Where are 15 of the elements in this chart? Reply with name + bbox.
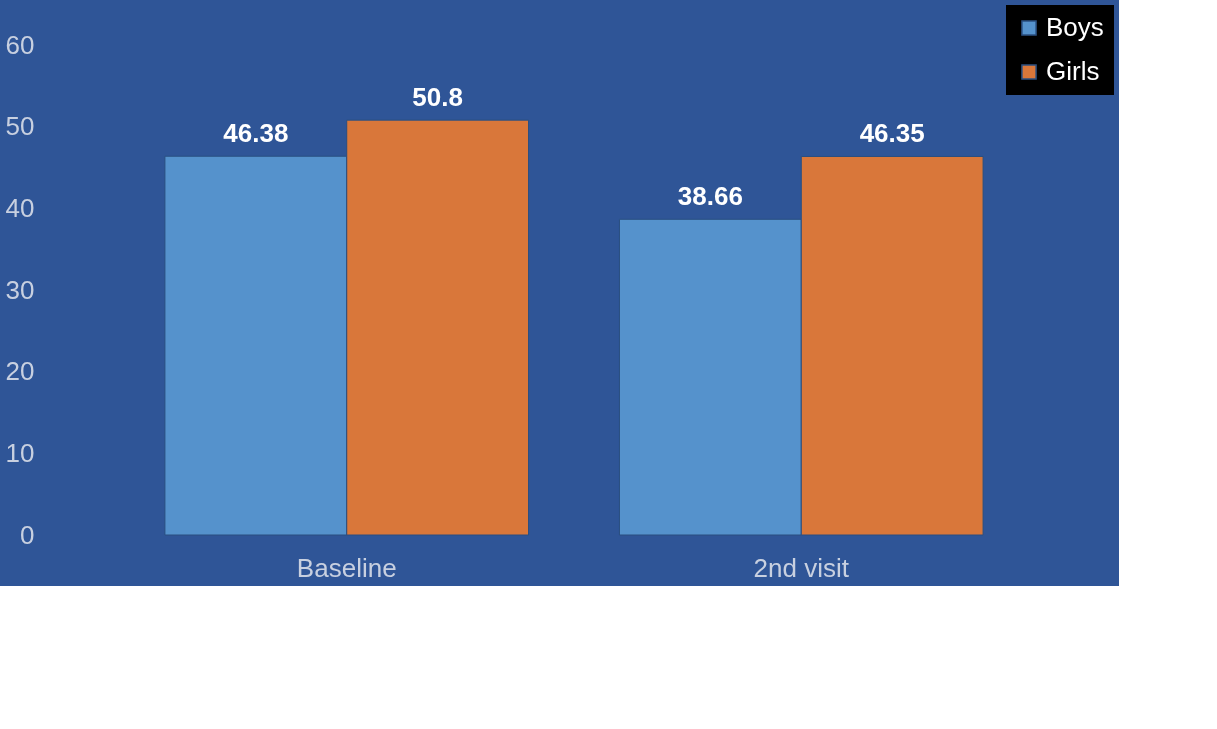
legend-label: Boys — [1046, 12, 1104, 42]
y-tick-label: 50 — [5, 111, 35, 142]
data-label: 46.38 — [223, 118, 289, 149]
data-label: 46.35 — [859, 118, 925, 149]
data-label: 50.8 — [412, 82, 463, 113]
data-label: 38.66 — [677, 181, 743, 212]
x-tick-label: Baseline — [296, 552, 397, 583]
y-tick-label: 60 — [5, 29, 35, 60]
y-tick-label: 0 — [20, 519, 35, 550]
y-tick-label: 40 — [5, 192, 35, 223]
y-tick-label: 10 — [5, 437, 35, 468]
y-tick-label: 20 — [5, 356, 35, 387]
legend-label: Girls — [1046, 56, 1100, 86]
x-tick-label: 2nd visit — [753, 552, 850, 583]
y-tick-label: 30 — [5, 274, 35, 305]
